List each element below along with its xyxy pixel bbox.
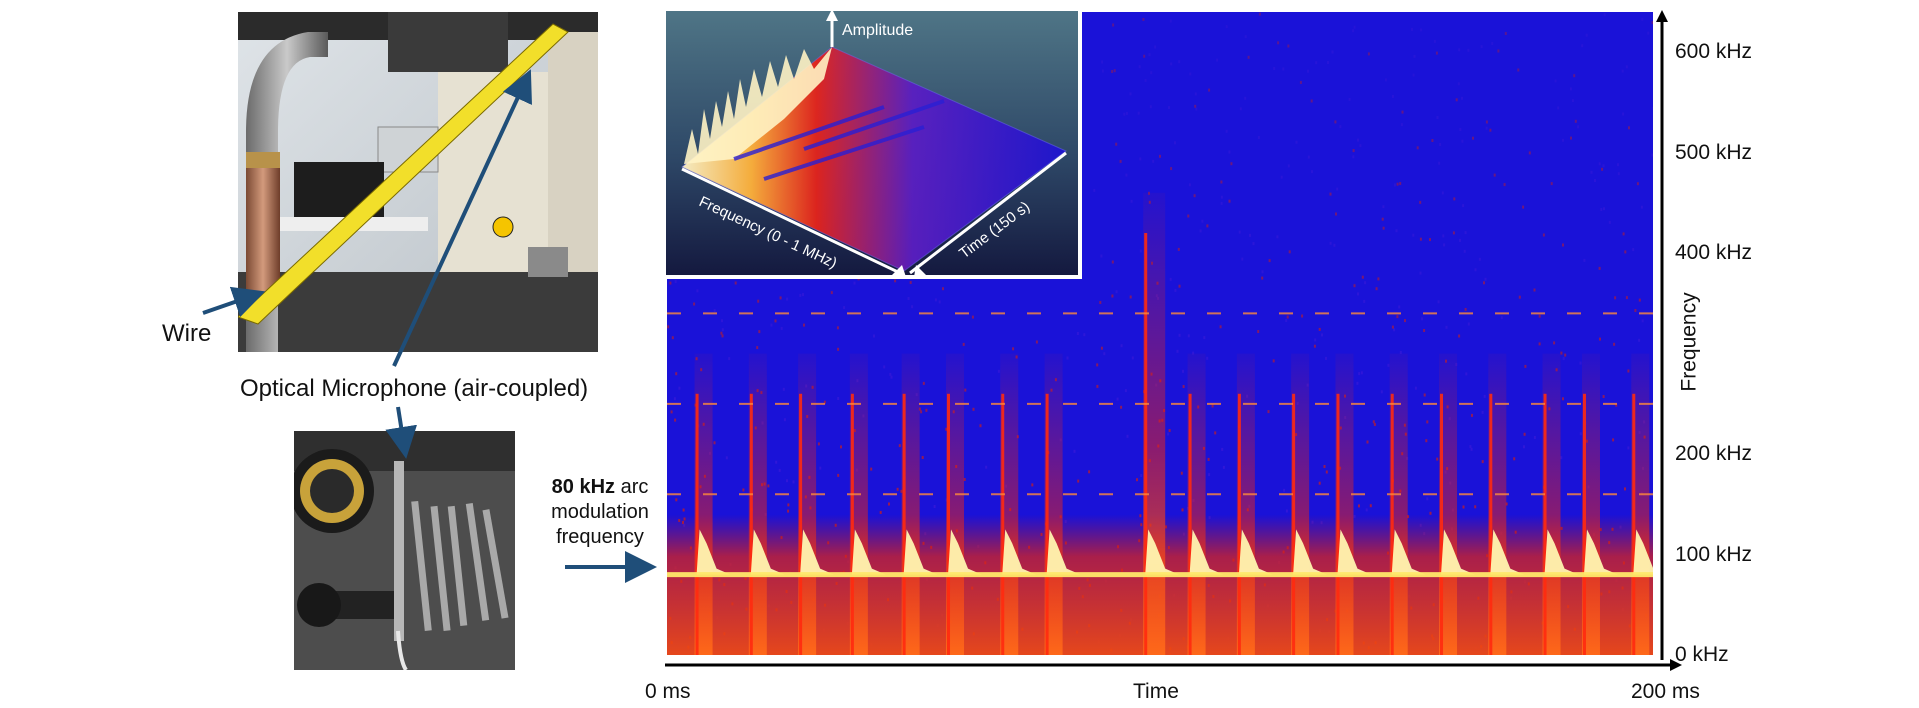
burst-column (849, 353, 886, 655)
burst-column (1236, 353, 1273, 655)
burst-column (1044, 353, 1081, 655)
burst-column (694, 353, 731, 655)
burst-column (1000, 353, 1037, 655)
arc-frequency-value: 80 kHz (551, 476, 616, 498)
burst-column (1335, 353, 1372, 655)
arc-label-word: arc (615, 476, 649, 498)
inset-amplitude-label: Amplitude (842, 22, 913, 39)
x-axis-title: Time (1133, 680, 1179, 703)
burst-column (946, 353, 983, 655)
arc-label-frequency: frequency (556, 526, 644, 548)
burst-column (1187, 353, 1224, 655)
microphone-label: Optical Microphone (air-coupled) (240, 375, 589, 402)
arc-modulation-label: 80 kHz arc modulation frequency (530, 475, 670, 550)
y-tick-label: 500 kHz (1675, 140, 1753, 164)
y-tick-label: 400 kHz (1675, 241, 1753, 265)
burst-column (1488, 353, 1525, 655)
wire-label: Wire (162, 320, 212, 347)
burst-column (1542, 353, 1579, 655)
y-axis-title: Frequency (1677, 292, 1701, 392)
microphone-arrow-down (385, 406, 417, 459)
x-tick-label: 200 ms (1631, 680, 1700, 703)
arc-label-modulation: modulation (551, 501, 649, 523)
burst-column (1439, 353, 1476, 655)
burst-column (1389, 353, 1426, 655)
y-tick-label: 600 kHz (1675, 40, 1753, 64)
burst-column (798, 353, 835, 655)
burst-column (901, 353, 938, 655)
burst-column (1291, 353, 1328, 655)
welding-setup-photo (238, 12, 598, 352)
y-tick-label: 0 kHz (1675, 643, 1729, 666)
wire-arrow (202, 286, 266, 318)
burst-column (748, 353, 785, 655)
burst-column (1631, 353, 1653, 655)
y-tick-label: 200 kHz (1675, 442, 1753, 466)
y-tick-label: 100 kHz (1675, 542, 1753, 566)
burst-column (1143, 192, 1180, 655)
x-tick-label: 0 ms (645, 680, 691, 703)
burst-column (1581, 353, 1618, 655)
microphone-arrow-up (392, 69, 532, 367)
inset-surface-plot: Amplitude Frequency (0 - 1 MHz) Time (15… (664, 9, 1082, 279)
